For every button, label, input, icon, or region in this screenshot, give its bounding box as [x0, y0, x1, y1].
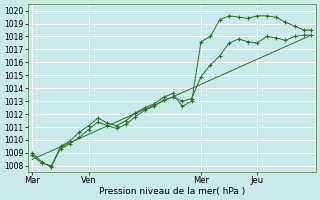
X-axis label: Pression niveau de la mer( hPa ): Pression niveau de la mer( hPa ) — [99, 187, 245, 196]
